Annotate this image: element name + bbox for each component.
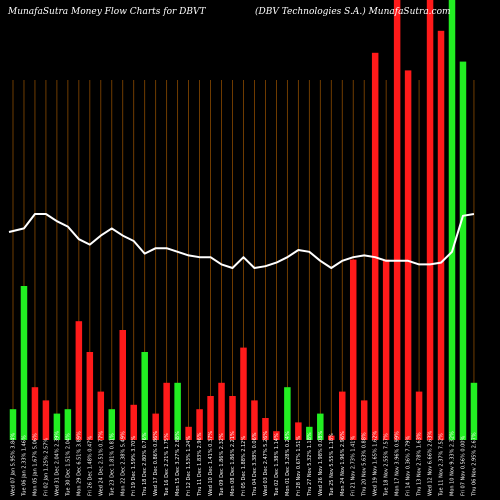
x-tick-label: Tue 11 Nov 2.37% 7.52%	[439, 433, 445, 497]
x-tick-label: Mon 05 Jan 1.67% 5.06%	[32, 433, 38, 496]
x-tick-label: Thu 27 Nov 5.32% 1.18%	[307, 432, 313, 497]
money-outflow-bar	[163, 382, 170, 440]
money-outflow-bar	[393, 0, 401, 440]
x-tick-label: Mon 01 Dec 3.28% 0.24%	[285, 431, 291, 496]
money-outflow-bar	[339, 391, 346, 440]
money-inflow-bar	[284, 387, 291, 440]
x-tick-label: Fri 21 Nov 2.73% 1.41%	[351, 436, 357, 496]
x-tick-label: Tue 25 Nov 5.55% 1.18%	[329, 433, 335, 497]
money-outflow-bar	[218, 382, 225, 440]
x-tick-label: Tue 06 Jan 2.33% 1.46%	[21, 435, 27, 497]
money-inflow-bar	[141, 352, 148, 440]
x-tick-label: Wed 26 Nov 1.98% 0.08%	[318, 431, 324, 496]
x-tick-label: Thu 18 Dec 2.80% 0.76%	[142, 432, 148, 497]
money-outflow-bar	[295, 422, 302, 440]
x-tick-label: Mon 15 Dec 3.27% 2.88%	[175, 431, 181, 496]
x-tick-label: Thu 20 Nov 5.63% 0.88%	[362, 432, 368, 497]
money-outflow-bar	[42, 400, 50, 440]
x-tick-labels: Wed 07 Jan 5.95% 3.84% Tue 06 Jan 2.33% 1…	[11, 431, 478, 497]
x-tick-label: Wed 19 Nov 1.65% 1.62%	[373, 431, 379, 496]
x-tick-label: Tue 30 Dec 1.51% 2.04%	[65, 433, 71, 497]
money-inflow-bar	[9, 409, 17, 440]
money-outflow-bar	[404, 70, 412, 441]
x-tick-label: Fri 19 Dec 1.59% 3.70%	[131, 436, 137, 496]
x-tick-label: Tue 02 Dec 1.38% 1.14%	[274, 433, 280, 497]
money-outflow-bar	[371, 52, 379, 441]
money-outflow-bar	[185, 426, 192, 440]
x-tick-label: Mon 22 Dec 2.38% 5.49%	[120, 431, 126, 496]
x-tick-label: Fri 07 Nov 0.56% 0.00%	[460, 436, 466, 496]
money-outflow-bar	[251, 400, 258, 440]
money-outflow-bar	[382, 259, 390, 440]
money-inflow-bar	[20, 286, 28, 440]
x-tick-label: Thu 11 Dec 1.83% 2.96%	[197, 432, 203, 497]
money-outflow-bar	[349, 259, 357, 440]
x-tick-label: Thu 06 Nov 2.95% 2.67%	[471, 432, 477, 497]
money-outflow-bar	[426, 0, 434, 440]
money-outflow-bar	[130, 404, 137, 440]
money-outflow-bar	[437, 30, 445, 441]
money-outflow-bar	[152, 413, 159, 440]
money-outflow-bar	[31, 387, 39, 440]
money-outflow-bar	[229, 396, 236, 440]
money-outflow-bar	[360, 400, 368, 440]
money-inflow-bar	[317, 413, 324, 440]
money-inflow-bar	[108, 409, 116, 440]
money-inflow-bar	[306, 426, 313, 440]
money-outflow-bar	[207, 396, 214, 440]
x-tick-label: Wed 31 Dec 2.04% 2.39%	[54, 431, 60, 496]
money-inflow-bar	[459, 61, 467, 440]
money-inflow-bar	[64, 409, 72, 440]
money-outflow-bar	[86, 352, 94, 440]
price-line	[8, 213, 475, 269]
x-tick-label: Thu 04 Dec 3.38% 0.06%	[252, 432, 258, 497]
money-inflow-bar	[53, 413, 61, 440]
x-tick-label: Fri 05 Dec 1.88% 2.12%	[241, 436, 247, 496]
money-outflow-bar	[196, 409, 203, 440]
chart-subtitle: (DBV Technologies S.A.) MunafaSutra.com	[255, 6, 451, 17]
money-outflow-bar	[240, 347, 247, 440]
money-outflow-bar	[328, 435, 335, 440]
chart-title: MunafaSutra Money Flow Charts for DBVT	[7, 7, 206, 17]
money-outflow-bar	[97, 391, 105, 440]
x-tick-label: Mon 08 Dec 1.86% 2.21%	[230, 431, 236, 496]
x-tick-label: Mon 29 Dec 6.51% 3.89%	[76, 431, 82, 496]
money-inflow-bar	[448, 0, 456, 440]
x-tick-label: Fri 14 Nov 0.36% 7.79%	[406, 436, 412, 496]
money-outflow-bar	[415, 391, 423, 440]
x-tick-label: Mon 24 Nov 1.96% 2.96%	[340, 431, 346, 496]
x-tick-label: Tue 09 Dec 1.86% 2.32%	[219, 433, 225, 497]
x-tick-label: Tue 23 Dec 1.81% 0.81%	[109, 433, 115, 497]
money-inflow-bar	[174, 382, 181, 440]
money-inflow-bar	[470, 382, 478, 440]
x-tick-label: Wed 24 Dec 2.51% 0.77%	[98, 431, 104, 496]
price-line-group	[8, 213, 475, 269]
x-tick-label: Mon 17 Nov 3.96% 0.99%	[395, 431, 401, 496]
x-tick-label: Wed 07 Jan 5.95% 3.84%	[11, 433, 17, 496]
x-tick-label: Tue 16 Dec 2.21% 1.75%	[164, 433, 170, 497]
x-tick-label: Tue 18 Nov 2.55% 7.57%	[384, 433, 390, 497]
x-tick-label: Wed 12 Nov 6.66% 2.63%	[428, 431, 434, 496]
x-tick-label: Fri 28 Nov 0.67% 1.51%	[296, 436, 302, 496]
x-tick-label: Fri 02 Jan 1.25% 2.57%	[43, 438, 49, 496]
money-outflow-bar	[75, 321, 83, 440]
x-tick-label: Wed 17 Dec 0.86% 0.86%	[153, 431, 159, 496]
x-tick-label: Fri 26 Dec 1.48% 0.47%	[87, 436, 93, 496]
bars	[9, 0, 478, 441]
money-outflow-bar	[262, 418, 269, 440]
x-tick-label: Wed 10 Dec 1.41% 0.37%	[208, 431, 214, 496]
x-tick-label: Fri 12 Dec 1.53% 1.24%	[186, 436, 192, 496]
money-outflow-bar	[273, 431, 280, 440]
x-tick-label: Thu 13 Nov 2.78% 1.63%	[417, 432, 423, 497]
money-outflow-bar	[119, 330, 126, 440]
x-tick-label: Mon 10 Nov 9.33% 2.32%	[450, 431, 456, 496]
x-tick-label: Wed 03 Dec 2.47% 5.26%	[263, 431, 269, 496]
